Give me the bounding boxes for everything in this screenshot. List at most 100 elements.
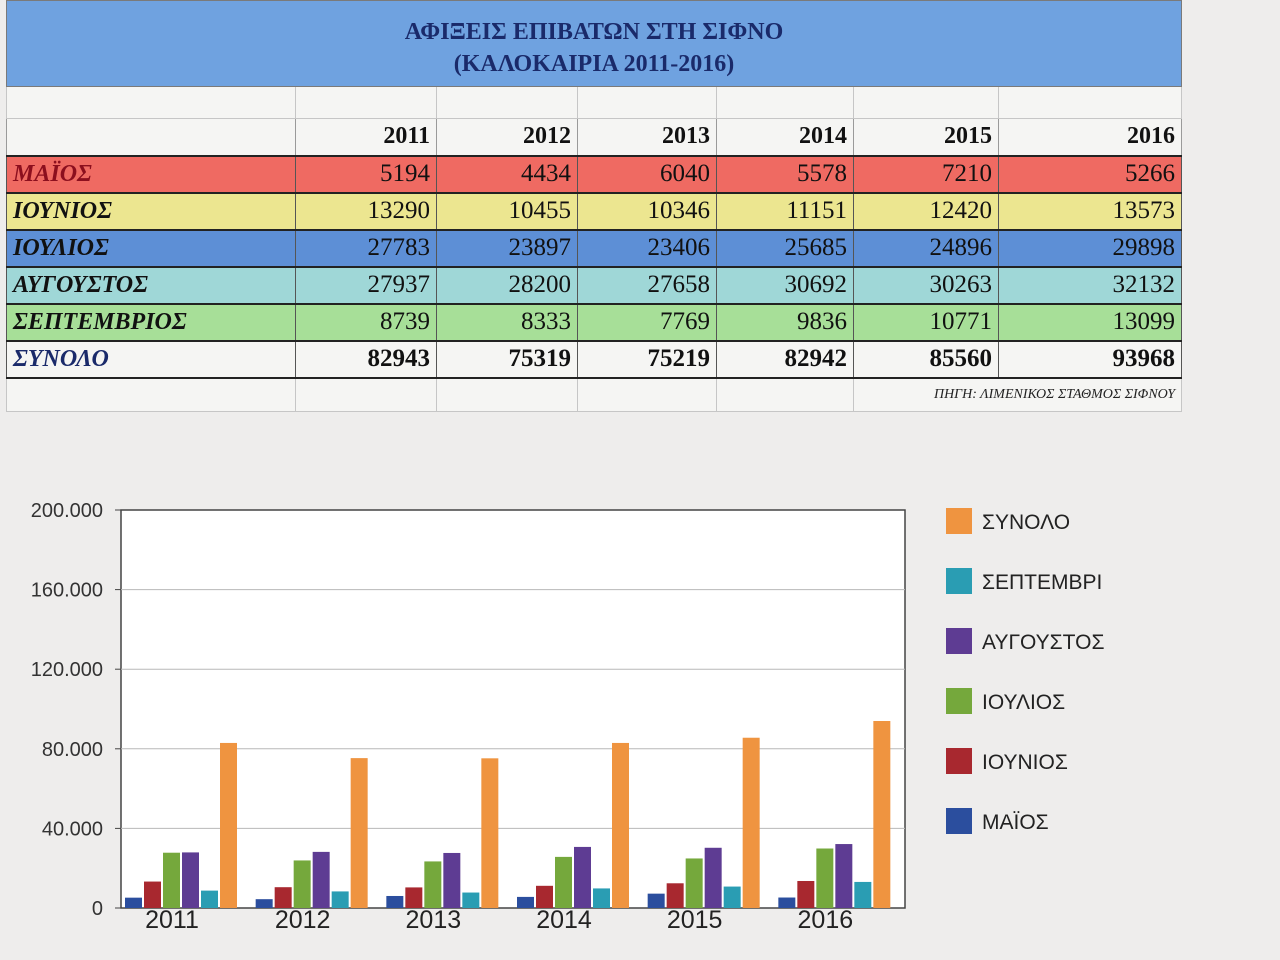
total-value: 82943	[295, 340, 437, 379]
cell-value: 11151	[716, 192, 854, 231]
cell-value: 10346	[577, 192, 717, 231]
cell-value: 24896	[853, 229, 999, 268]
cell-value: 13573	[998, 192, 1182, 231]
table-title-row: ΑΦΙΞΕΙΣ ΕΠΙΒΑΤΩΝ ΣΤΗ ΣΙΦΝΟ (ΚΑΛΟΚΑΙΡΙΑ 2…	[6, 0, 1182, 87]
cell-value: 13290	[295, 192, 437, 231]
row-label: ΣΕΠΤΕΜΒΡΙΟΣ	[6, 303, 296, 342]
arrivals-table: ΑΦΙΞΕΙΣ ΕΠΙΒΑΤΩΝ ΣΤΗ ΣΙΦΝΟ (ΚΑΛΟΚΑΙΡΙΑ 2…	[6, 0, 1182, 412]
x-tick-label: 2014	[536, 906, 592, 934]
table-row-total: ΣΥΝΟΛΟ 82943 75319 75219 82942 85560 939…	[6, 340, 1182, 379]
cell-value: 25685	[716, 229, 854, 268]
source-note: ΠΗΓΗ: ΛΙΜΕΝΙΚΟΣ ΣΤΑΘΜΟΣ ΣΙΦΝΟΥ	[853, 377, 1182, 412]
y-tick-label: 80.000	[42, 739, 103, 761]
bar	[536, 885, 553, 908]
cell-value: 30692	[716, 266, 854, 305]
bar	[555, 856, 572, 908]
row-label: ΣΥΝΟΛΟ	[6, 340, 296, 379]
y-tick-label: 120.000	[31, 659, 103, 681]
legend-label: ΜΑΪΟΣ	[982, 811, 1049, 834]
legend-swatch	[946, 748, 972, 774]
table-row-september: ΣΕΠΤΕΜΒΡΙΟΣ 8739 8333 7769 9836 10771 13…	[6, 303, 1182, 342]
bar	[331, 891, 349, 908]
year-header: 2011	[295, 118, 437, 157]
bar	[685, 858, 703, 908]
y-tick-label: 0	[92, 898, 103, 920]
bar	[201, 890, 218, 908]
total-value: 85560	[853, 340, 999, 379]
legend-label: ΑΥΓΟΥΣΤΟΣ	[982, 631, 1104, 654]
bar	[405, 887, 423, 908]
total-value: 75219	[577, 340, 717, 379]
cell-value: 27783	[295, 229, 437, 268]
cell-value: 8333	[436, 303, 578, 342]
cell-value: 29898	[998, 229, 1182, 268]
source-row: ΠΗΓΗ: ΛΙΜΕΝΙΚΟΣ ΣΤΑΘΜΟΣ ΣΙΦΝΟΥ	[6, 377, 1182, 412]
bar	[835, 844, 853, 908]
row-label: ΜΑΪΟΣ	[6, 155, 296, 194]
bar	[612, 742, 629, 908]
year-header: 2012	[436, 118, 578, 157]
bar	[593, 888, 610, 908]
bar	[873, 721, 891, 908]
x-axis: 2011 2012 2013 2014 2015 2016	[145, 906, 853, 934]
bar	[424, 861, 442, 908]
legend: ΣΥΝΟΛΟ ΣΕΠΤΕΜΒΡΙ ΑΥΓΟΥΣΤΟΣ ΙΟΥΛΙΟΣ ΙΟΥΝΙΟΣ ΜΑ…	[946, 508, 1104, 834]
bar	[163, 852, 180, 908]
row-label: ΙΟΥΝΙΟΣ	[6, 192, 296, 231]
bar	[350, 758, 368, 908]
y-axis: 0 40.000 80.000 120.000 160.000 200.000	[31, 500, 121, 920]
bar	[462, 892, 480, 908]
row-label: ΙΟΥΛΙΟΣ	[6, 229, 296, 268]
bar	[386, 895, 404, 908]
legend-swatch	[946, 628, 972, 654]
legend-label: ΙΟΥΝΙΟΣ	[982, 751, 1068, 774]
legend-label: ΣΥΝΟΛΟ	[982, 511, 1070, 534]
legend-label: ΙΟΥΛΙΟΣ	[982, 691, 1065, 714]
table-row-july: ΙΟΥΛΙΟΣ 27783 23897 23406 25685 24896 29…	[6, 229, 1182, 268]
title-line-2: (ΚΑΛΟΚΑΙΡΙΑ 2011-2016)	[453, 50, 735, 77]
table-row-august: ΑΥΓΟΥΣΤΟΣ 27937 28200 27658 30692 30263 …	[6, 266, 1182, 305]
total-value: 82942	[716, 340, 854, 379]
bar	[220, 742, 237, 908]
bar	[742, 737, 760, 908]
bar	[481, 758, 499, 908]
bar	[854, 881, 872, 908]
cell-value: 27937	[295, 266, 437, 305]
gridlines	[121, 589, 905, 829]
cell-value: 5578	[716, 155, 854, 194]
cell-value: 9836	[716, 303, 854, 342]
bar	[723, 886, 741, 908]
x-tick-label: 2016	[798, 906, 854, 934]
y-tick-label: 160.000	[31, 580, 103, 602]
cell-value: 12420	[853, 192, 999, 231]
bars	[125, 721, 891, 908]
table-row-june: ΙΟΥΝΙΟΣ 13290 10455 10346 11151 12420 13…	[6, 192, 1182, 231]
bar	[125, 897, 142, 908]
title-line-1: ΑΦΙΞΕΙΣ ΕΠΙΒΑΤΩΝ ΣΤΗ ΣΙΦΝΟ	[404, 18, 784, 45]
table-title: ΑΦΙΞΕΙΣ ΕΠΙΒΑΤΩΝ ΣΤΗ ΣΙΦΝΟ (ΚΑΛΟΚΑΙΡΙΑ 2…	[6, 0, 1182, 87]
cell-value: 27658	[577, 266, 717, 305]
year-header: 2015	[853, 118, 999, 157]
bar	[647, 893, 665, 908]
cell-value: 10771	[853, 303, 999, 342]
bar	[666, 883, 684, 908]
year-header: 2014	[716, 118, 854, 157]
cell-value: 7769	[577, 303, 717, 342]
bar	[274, 887, 292, 908]
legend-swatch	[946, 808, 972, 834]
bar	[144, 881, 161, 908]
bar	[778, 897, 796, 908]
y-tick-label: 40.000	[42, 818, 103, 840]
cell-value: 5194	[295, 155, 437, 194]
row-label: ΑΥΓΟΥΣΤΟΣ	[6, 266, 296, 305]
total-value: 93968	[998, 340, 1182, 379]
cell-value: 8739	[295, 303, 437, 342]
cell-value: 23406	[577, 229, 717, 268]
bar	[293, 860, 311, 908]
cell-value: 6040	[577, 155, 717, 194]
total-value: 75319	[436, 340, 578, 379]
cell-value: 10455	[436, 192, 578, 231]
cell-value: 7210	[853, 155, 999, 194]
x-tick-label: 2011	[145, 906, 199, 934]
